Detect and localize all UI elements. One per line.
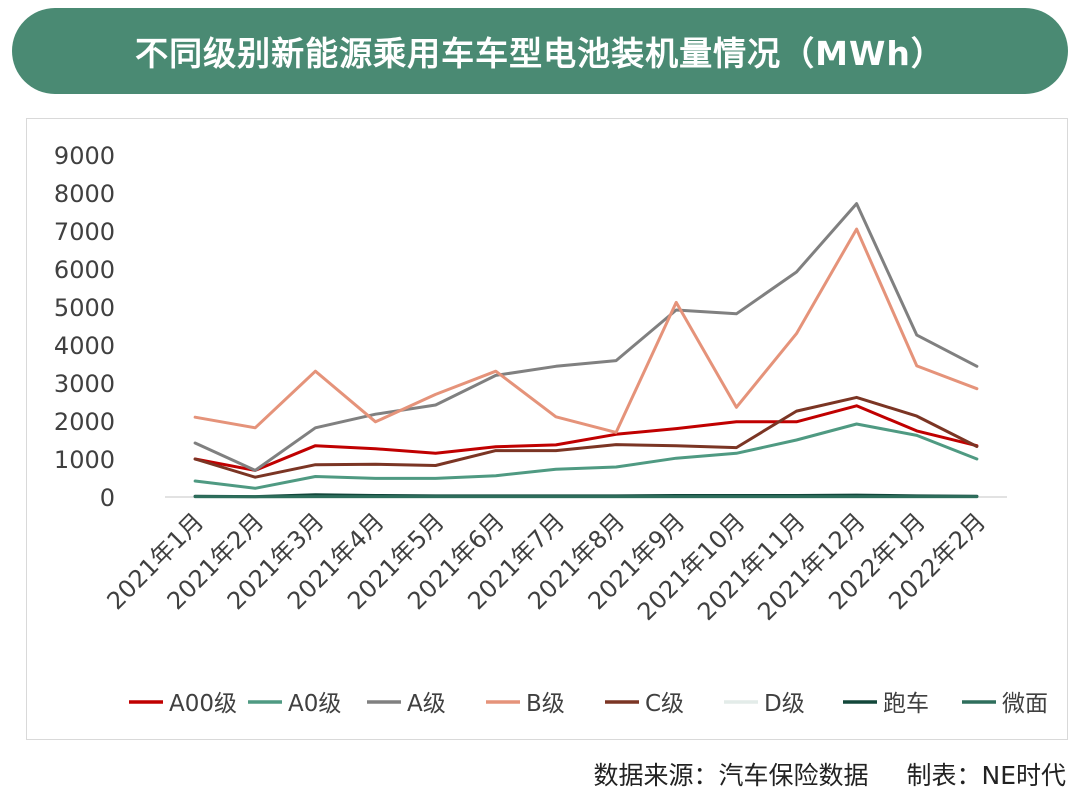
legend-label: 跑车 <box>883 691 929 717</box>
series-line-4 <box>193 395 979 479</box>
y-tick-label: 1000 <box>54 446 115 474</box>
y-tick-label: 2000 <box>54 408 115 436</box>
legend-label: A级 <box>407 691 446 717</box>
series-line-1 <box>193 422 979 490</box>
y-tick-label: 4000 <box>54 332 115 360</box>
x-axis-ticks: 2021年1月2021年2月2021年3月2021年4月2021年5月2021年… <box>102 507 992 626</box>
y-tick-label: 5000 <box>54 294 115 322</box>
legend: A00级 A0级 A级 B级 C级 D级 跑车 微面 <box>129 691 1048 717</box>
line-chart: 0 1000 2000 3000 4000 5000 6000 7000 8000 9000 20… <box>54 142 1048 717</box>
series-lines <box>193 202 979 499</box>
chart-frame: 0 1000 2000 3000 4000 5000 6000 7000 8000 9000 20… <box>26 118 1068 740</box>
series-line-2 <box>193 202 979 472</box>
title-banner: 不同级别新能源乘用车车型电池装机量情况（MWh） <box>12 8 1068 94</box>
legend-label: A0级 <box>288 691 341 717</box>
footer: 数据来源：汽车保险数据 制表：NE时代 <box>593 756 1066 790</box>
y-tick-label: 3000 <box>54 370 115 398</box>
legend-label: B级 <box>526 691 565 717</box>
series-line-3 <box>193 227 979 434</box>
y-tick-label: 9000 <box>54 142 115 170</box>
legend-label: 微面 <box>1002 691 1048 717</box>
legend-label: A00级 <box>169 691 237 717</box>
legend-label: D级 <box>764 691 805 717</box>
legend-label: C级 <box>645 691 684 717</box>
y-tick-label: 7000 <box>54 218 115 246</box>
data-source: 数据来源：汽车保险数据 <box>593 761 869 790</box>
y-tick-label: 6000 <box>54 256 115 284</box>
series-line-0 <box>193 404 979 472</box>
y-axis-ticks: 0 1000 2000 3000 4000 5000 6000 7000 8000 9000 <box>54 142 115 512</box>
y-tick-label: 0 <box>100 484 115 512</box>
chart-maker: 制表：NE时代 <box>906 761 1067 790</box>
chart-title: 不同级别新能源乘用车车型电池装机量情况（MWh） <box>135 34 945 73</box>
y-tick-label: 8000 <box>54 180 115 208</box>
